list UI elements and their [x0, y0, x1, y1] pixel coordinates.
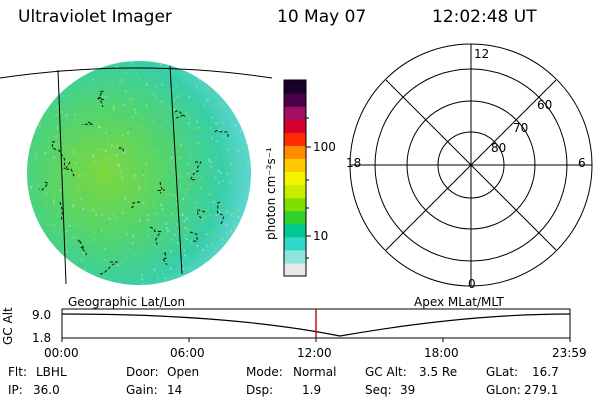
time-label: 12:02:48 UT [432, 7, 537, 27]
gain-label: Gain: [126, 383, 158, 397]
coastline-segment [216, 201, 225, 226]
gc-alt-value: 3.5 Re [419, 365, 458, 379]
coastline-segment [81, 121, 93, 126]
colorbar-tick-label: 100 [313, 140, 336, 154]
coastline-segment [59, 201, 63, 222]
coastline-segment [77, 239, 87, 256]
glon-value: 279.1 [524, 383, 559, 397]
colorbar-segment [284, 80, 306, 94]
mlt-label-12: 12 [474, 47, 490, 61]
lat-label-80: 80 [491, 141, 507, 155]
colorbar [283, 79, 311, 277]
timeline-x-tick: 00:00 [44, 346, 79, 360]
colorbar-segment [284, 210, 306, 225]
coastline-segment [173, 109, 186, 119]
date-label: 10 May 07 [277, 7, 367, 27]
coastline-segment [97, 90, 104, 108]
earth-disk [27, 61, 251, 285]
latitude-line [0, 67, 273, 79]
door-value: Open [167, 365, 200, 379]
glat-value: 16.7 [532, 365, 559, 379]
coastline-segment [149, 226, 162, 245]
dsp-value: 1.9 [302, 383, 322, 397]
coastline-segment [39, 181, 50, 191]
dsp-label: Dsp: [246, 383, 274, 397]
colorbar-segment [284, 184, 306, 199]
flt-label: Flt: [8, 365, 27, 379]
colorbar-unit-label: photon cm⁻²s⁻¹ [264, 147, 278, 240]
mlt-label-18: 18 [346, 156, 362, 170]
gain-value: 14 [167, 383, 183, 397]
timeline-x-tick: 18:00 [424, 346, 459, 360]
altitude-timeline [61, 308, 571, 342]
coastline-segment [161, 252, 168, 266]
mode-value: Normal [293, 365, 337, 379]
coastline-segment [39, 109, 45, 113]
altitude-curve [61, 313, 571, 337]
coastline-segment [157, 181, 165, 194]
coastline-segment [189, 231, 198, 242]
geographic-caption: Geographic Lat/Lon [68, 295, 186, 309]
colorbar-segment [284, 171, 306, 186]
colorbar-segment [284, 262, 306, 277]
colorbar-segment [284, 236, 306, 251]
meridian-diagonal [385, 79, 557, 251]
coastline-segment [130, 201, 141, 209]
colorbar-segment [284, 93, 306, 107]
colorbar-segment [284, 106, 306, 120]
colorbar-tick-label: 10 [313, 229, 329, 243]
coastline-segment [119, 146, 125, 154]
glon-label: GLon: [486, 383, 521, 397]
coastline-segment [64, 161, 75, 177]
colorbar-segment [284, 158, 306, 173]
seq-label: Seq: [365, 383, 392, 397]
door-label: Door: [126, 365, 159, 379]
coastline-segment [98, 261, 119, 276]
gc-alt-label: GC Alt: [365, 365, 407, 379]
colorbar-segment [284, 145, 306, 159]
polar-plot [349, 43, 593, 287]
mlt-label-6: 6 [578, 156, 586, 170]
coastline-segment [51, 141, 66, 170]
earth-image-panel [0, 61, 273, 285]
colorbar-segment [284, 132, 306, 146]
timeline-y-tick: 1.8 [32, 331, 52, 345]
coastline-segment [214, 130, 229, 138]
timeline-x-tick: 12:00 [297, 346, 332, 360]
colorbar-segment [284, 249, 306, 264]
colorbar-segment [284, 223, 306, 238]
seq-value: 39 [400, 383, 416, 397]
ip-value: 36.0 [33, 383, 60, 397]
mode-label: Mode: [246, 365, 283, 379]
mlt-label-0: 0 [468, 277, 476, 291]
flt-value: LBHL [36, 365, 67, 379]
ip-label: IP: [8, 383, 23, 397]
longitude-line [169, 65, 183, 275]
colorbar-segment [284, 197, 306, 212]
apex-caption: Apex MLat/MLT [414, 295, 504, 309]
lat-label-60: 60 [537, 98, 553, 112]
timeline-y-label: GC Alt [1, 307, 15, 345]
timeline-x-tick: 06:00 [170, 346, 205, 360]
glat-label: GLat: [486, 365, 519, 379]
instrument-title: Ultraviolet Imager [18, 7, 172, 27]
coastline-segment [189, 161, 202, 181]
timeline-y-tick: 9.0 [32, 308, 52, 322]
timeline-x-tick: 23:59 [552, 346, 587, 360]
colorbar-segment [284, 119, 306, 133]
lat-label-70: 70 [513, 121, 529, 135]
longitude-line [57, 69, 67, 285]
